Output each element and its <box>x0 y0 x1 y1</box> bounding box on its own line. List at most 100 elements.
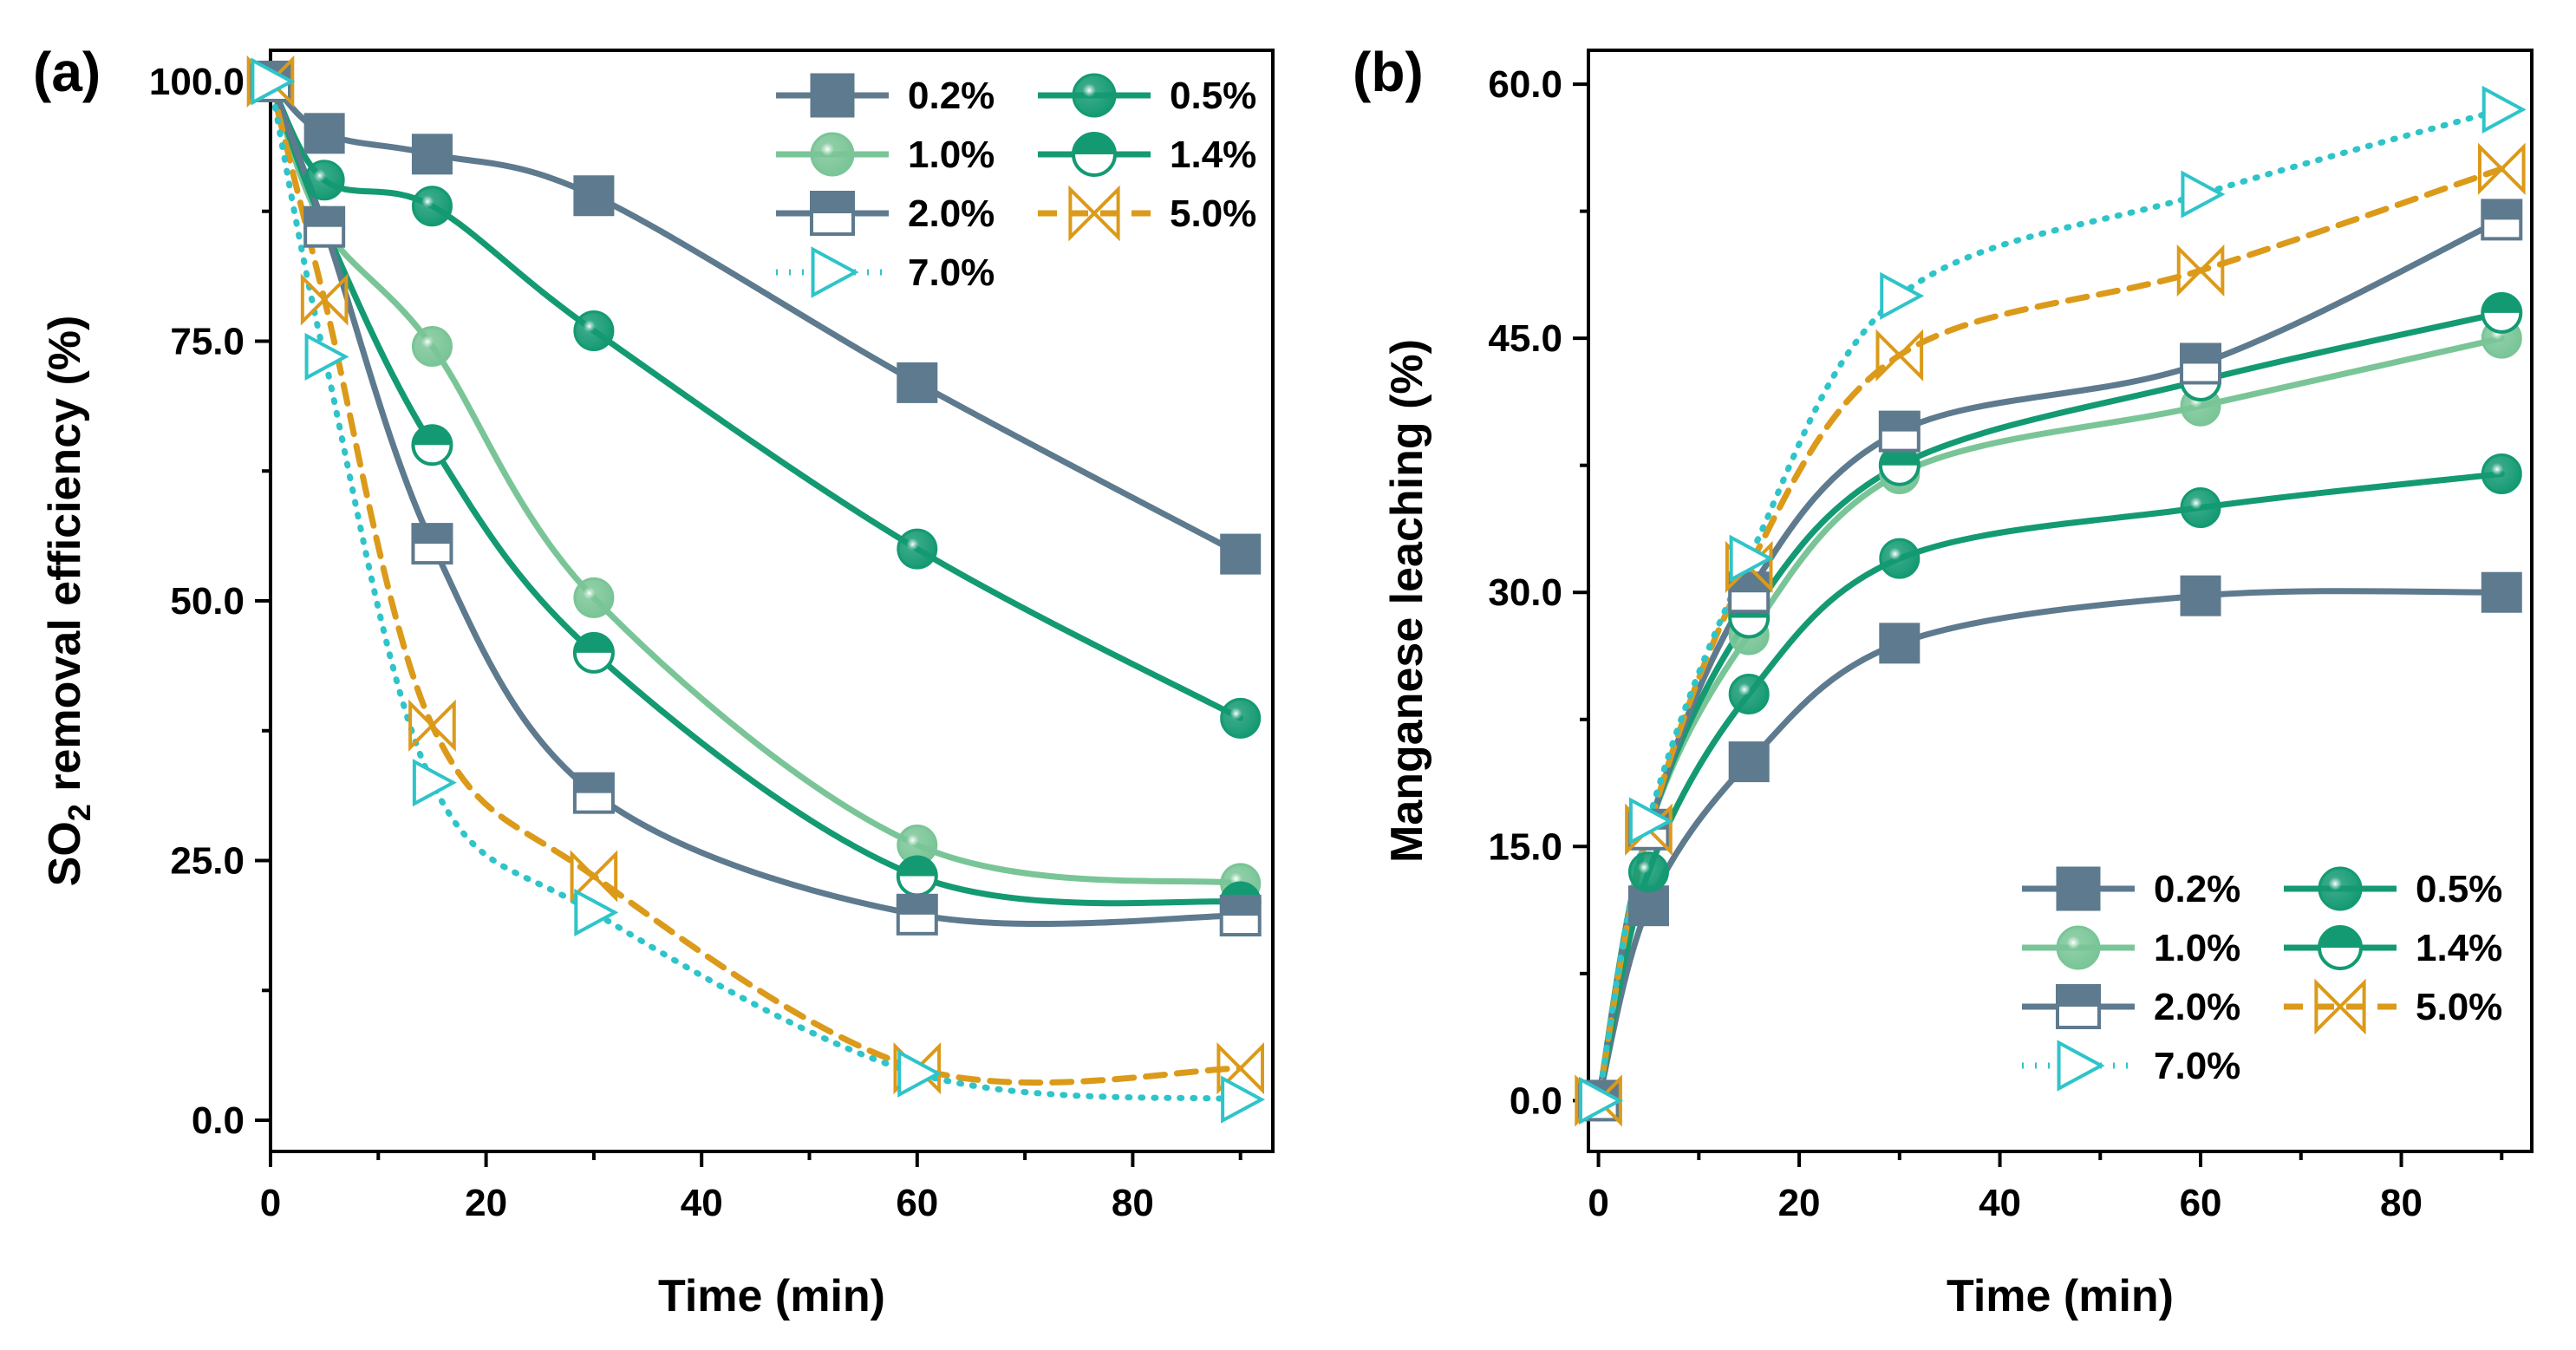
data-point <box>303 160 345 201</box>
legend-marker <box>810 73 855 118</box>
data-point <box>408 699 456 752</box>
data-point <box>897 528 938 570</box>
legend-label: 5.0% <box>2416 986 2502 1028</box>
y-tick-label: 100.0 <box>149 61 245 103</box>
y-tick-label: 60.0 <box>1488 63 1562 106</box>
data-point <box>896 855 938 897</box>
x-tick-label: 40 <box>681 1182 723 1224</box>
data-point <box>897 362 938 403</box>
legend-label: 0.2% <box>908 75 995 117</box>
data-point <box>251 57 296 106</box>
legend-item-5-0pct: 5.0% <box>1038 185 1256 242</box>
panel-label: (a) <box>33 41 101 103</box>
legend-marker <box>2314 978 2366 1035</box>
data-point <box>2180 342 2222 385</box>
legend-marker <box>1072 73 1117 118</box>
series-markers-2-0pct <box>250 60 1262 937</box>
series-line-5-0pct <box>267 78 1244 1086</box>
data-point <box>1579 1076 1623 1125</box>
data-point <box>1627 851 1669 893</box>
data-point <box>2176 244 2225 297</box>
series-markers-7-0pct <box>1579 85 2527 1125</box>
legend-label: 0.5% <box>2416 868 2502 910</box>
x-tick-label: 0 <box>1588 1182 1608 1224</box>
legend-label: 2.0% <box>908 192 995 235</box>
series-line-0-5pct <box>267 78 1244 721</box>
legend-label: 1.0% <box>908 134 995 176</box>
legend-item-2-0pct: 2.0% <box>2022 984 2240 1029</box>
series-markers-5-0pct <box>1575 142 2526 1127</box>
legend-item-1-0pct: 1.0% <box>2022 925 2240 970</box>
data-point <box>411 186 453 227</box>
legend-marker <box>1072 132 1117 177</box>
legend-label: 7.0% <box>908 251 995 294</box>
data-point <box>573 310 615 351</box>
data-point <box>896 893 938 936</box>
y-axis: 0.0 25.0 50.0 75.0 100.0 <box>149 61 271 1142</box>
data-point <box>1729 534 1774 583</box>
panel-a: (a) 0 20 40 60 80 0.0 25.0 50.0 75.0 100.0 Time (mi… <box>33 41 1275 1321</box>
legend-marker <box>811 246 859 298</box>
data-point <box>570 850 618 903</box>
x-tick-label: 20 <box>1778 1182 1821 1224</box>
series-markers-1-0pct <box>1578 317 2522 1121</box>
data-point <box>1879 623 1921 664</box>
x-axis: 0 20 40 60 80 <box>260 1151 1242 1224</box>
legend-label: 1.4% <box>2416 927 2502 969</box>
legend-item-5-0pct: 5.0% <box>2284 978 2502 1035</box>
legend-item-1-4pct: 1.4% <box>2284 925 2502 970</box>
y-tick-label: 50.0 <box>170 580 245 623</box>
x-tick-label: 60 <box>2180 1182 2222 1224</box>
data-point <box>411 424 453 466</box>
legend-item-1-4pct: 1.4% <box>1038 132 1256 177</box>
data-point <box>2481 453 2522 494</box>
data-point <box>1220 697 1262 739</box>
legend: 0.2% 0.5% 1.0% 1.4% 2.0% 5.0% 7.0% <box>2022 866 2502 1092</box>
y-tick-label: 30.0 <box>1488 571 1562 614</box>
data-point <box>1878 410 1921 453</box>
data-point <box>1875 329 1924 382</box>
legend-marker <box>810 191 855 236</box>
series-markers-0-5pct <box>1578 453 2522 1121</box>
data-point <box>572 772 615 814</box>
data-point <box>572 631 615 674</box>
y-axis: 0.0 15.0 30.0 45.0 60.0 <box>1488 63 1588 1122</box>
data-point <box>1725 540 1773 594</box>
legend-marker <box>2318 925 2363 970</box>
legend-label: 1.0% <box>2154 927 2240 969</box>
data-point <box>1220 533 1262 575</box>
x-tick-label: 20 <box>465 1182 507 1224</box>
y-tick-label: 25.0 <box>170 840 245 883</box>
legend: 0.2% 0.5% 1.0% 1.4% 2.0% 5.0% 7.0% <box>776 73 1256 298</box>
y-axis-title-rest: removal efficiency (%) <box>40 316 90 805</box>
data-point <box>573 175 615 217</box>
series-line-7-0pct <box>267 78 1244 1103</box>
x-tick-label: 80 <box>2380 1182 2423 1224</box>
x-tick-label: 60 <box>896 1182 938 1224</box>
y-axis-title-subscript: 2 <box>62 804 97 821</box>
data-point <box>1625 803 1673 856</box>
data-point <box>411 523 453 565</box>
data-point <box>304 332 349 381</box>
legend-label: 5.0% <box>1170 192 1256 235</box>
y-axis-title-main: Manganese leaching (%) <box>1382 339 1432 863</box>
y-axis-title: Manganese leaching (%) <box>1382 339 1432 863</box>
legend-label: 0.2% <box>2154 868 2240 910</box>
data-point <box>303 113 345 154</box>
data-point <box>1628 797 1673 845</box>
data-point <box>2181 170 2226 218</box>
data-point <box>2481 291 2523 334</box>
panel-label: (b) <box>1353 41 1424 103</box>
x-axis-title: Time (min) <box>658 1271 885 1321</box>
plot-frame <box>1587 49 2534 1153</box>
data-point <box>1216 1042 1265 1095</box>
y-axis-title-main: SO <box>40 821 90 886</box>
x-axis: 0 20 40 60 80 <box>1588 1151 2504 1224</box>
y-tick-label: 0.0 <box>192 1099 245 1142</box>
data-point <box>2477 142 2526 195</box>
legend-item-2-0pct: 2.0% <box>776 191 995 236</box>
panel-b: (b) 0 20 40 60 80 0.0 15.0 30.0 45.0 60.0 Time (min… <box>1353 41 2534 1321</box>
series-markers-0-2pct <box>1578 571 2522 1121</box>
legend-marker <box>1068 185 1120 242</box>
